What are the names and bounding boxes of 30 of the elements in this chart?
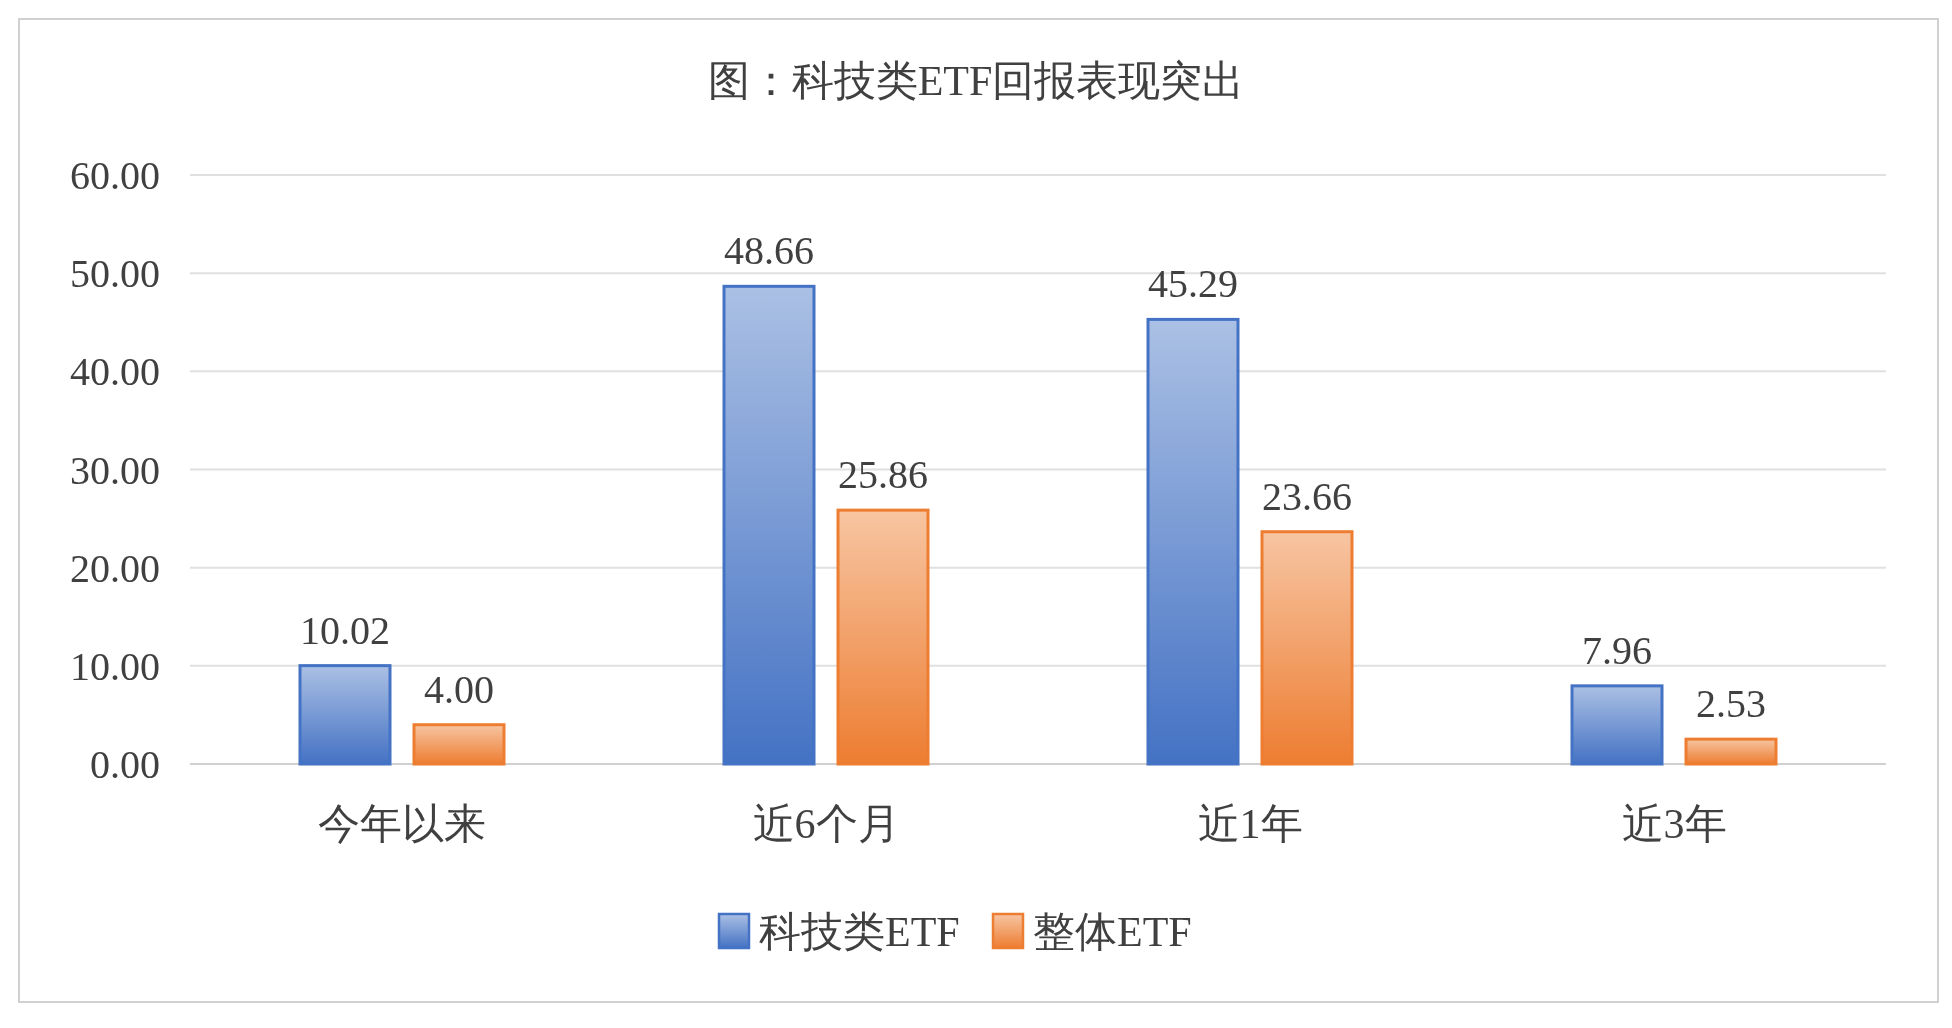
bar (836, 508, 930, 766)
y-tick-label: 40.00 (70, 349, 160, 395)
data-label: 2.53 (1696, 681, 1766, 727)
bar (1570, 684, 1664, 766)
bar (722, 284, 816, 766)
y-tick-label: 50.00 (70, 251, 160, 297)
bar (1684, 737, 1778, 766)
x-tick-label: 近3年 (1621, 801, 1727, 847)
data-label: 10.02 (300, 607, 390, 653)
bar (1146, 317, 1240, 766)
y-tick-label: 20.00 (70, 545, 160, 591)
x-tick-label: 近1年 (1197, 801, 1303, 847)
y-tick-label: 30.00 (70, 447, 160, 493)
y-tick-label: 0.00 (90, 742, 160, 787)
data-label: 7.96 (1582, 627, 1652, 673)
bar (1260, 530, 1354, 766)
chart-title: 图：科技类ETF回报表现突出 (707, 58, 1245, 104)
data-label: 48.66 (724, 228, 814, 274)
data-label: 45.29 (1148, 261, 1238, 307)
bar (298, 664, 392, 766)
data-label: 25.86 (838, 452, 928, 498)
x-tick-label: 今年以来 (318, 801, 486, 847)
legend-label: 整体ETF (1033, 908, 1192, 955)
data-label: 23.66 (1262, 473, 1352, 519)
bar (412, 723, 506, 766)
legend-label: 科技类ETF (759, 908, 960, 955)
x-tick-label: 近6个月 (752, 801, 900, 847)
data-label: 4.00 (424, 666, 494, 712)
y-tick-label: 10.00 (70, 643, 160, 689)
y-tick-label: 60.00 (70, 153, 160, 198)
